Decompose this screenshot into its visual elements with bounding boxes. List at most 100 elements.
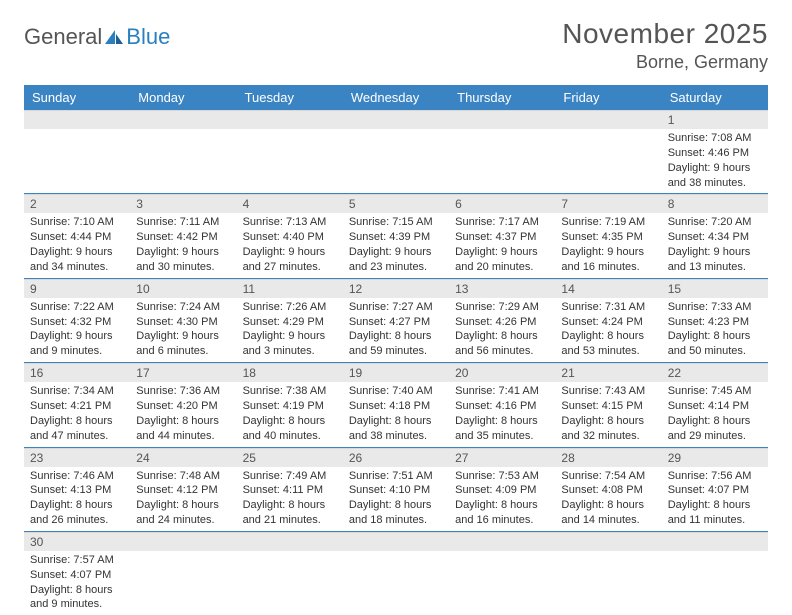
page-header: General Blue November 2025 Borne, German… — [24, 18, 768, 73]
day-number: 6 — [449, 194, 555, 213]
calendar-cell: 7Sunrise: 7:19 AMSunset: 4:35 PMDaylight… — [555, 194, 661, 278]
day-line: Daylight: 8 hours — [136, 498, 230, 513]
day-line: Sunset: 4:11 PM — [243, 483, 337, 498]
calendar-cell: 18Sunrise: 7:38 AMSunset: 4:19 PMDayligh… — [237, 363, 343, 447]
day-body: Sunrise: 7:40 AMSunset: 4:18 PMDaylight:… — [343, 382, 449, 446]
day-body: Sunrise: 7:48 AMSunset: 4:12 PMDaylight:… — [130, 467, 236, 531]
day-number: 22 — [662, 363, 768, 382]
day-line: Sunrise: 7:20 AM — [668, 215, 762, 230]
day-number — [449, 532, 555, 551]
day-line: and 34 minutes. — [30, 260, 124, 275]
day-body — [130, 551, 236, 601]
calendar-cell: 30Sunrise: 7:57 AMSunset: 4:07 PMDayligh… — [24, 531, 130, 615]
day-header: Saturday — [662, 85, 768, 110]
day-line: Sunset: 4:35 PM — [561, 230, 655, 245]
day-line: Sunset: 4:26 PM — [455, 315, 549, 330]
day-line: and 24 minutes. — [136, 513, 230, 528]
day-body: Sunrise: 7:20 AMSunset: 4:34 PMDaylight:… — [662, 213, 768, 277]
day-number: 16 — [24, 363, 130, 382]
day-line: Daylight: 8 hours — [668, 498, 762, 513]
calendar-cell — [555, 531, 661, 615]
day-line: Sunrise: 7:43 AM — [561, 384, 655, 399]
calendar-cell: 16Sunrise: 7:34 AMSunset: 4:21 PMDayligh… — [24, 363, 130, 447]
logo-sail-icon — [103, 28, 125, 46]
day-number: 15 — [662, 279, 768, 298]
day-line: Sunrise: 7:15 AM — [349, 215, 443, 230]
day-line: Sunrise: 7:48 AM — [136, 469, 230, 484]
day-line: Sunrise: 7:10 AM — [30, 215, 124, 230]
day-line: Daylight: 8 hours — [561, 329, 655, 344]
day-line: Daylight: 9 hours — [136, 245, 230, 260]
calendar-cell: 21Sunrise: 7:43 AMSunset: 4:15 PMDayligh… — [555, 363, 661, 447]
day-number — [130, 110, 236, 129]
day-line: Daylight: 8 hours — [668, 414, 762, 429]
day-number: 4 — [237, 194, 343, 213]
day-line: Sunrise: 7:51 AM — [349, 469, 443, 484]
calendar-cell: 19Sunrise: 7:40 AMSunset: 4:18 PMDayligh… — [343, 363, 449, 447]
day-line: and 26 minutes. — [30, 513, 124, 528]
day-line: Daylight: 8 hours — [455, 498, 549, 513]
day-line: and 35 minutes. — [455, 429, 549, 444]
day-line: Sunset: 4:14 PM — [668, 399, 762, 414]
calendar-cell: 24Sunrise: 7:48 AMSunset: 4:12 PMDayligh… — [130, 447, 236, 531]
day-line: and 11 minutes. — [668, 513, 762, 528]
day-number: 10 — [130, 279, 236, 298]
day-line: Sunrise: 7:33 AM — [668, 300, 762, 315]
day-line: Sunset: 4:40 PM — [243, 230, 337, 245]
day-number — [24, 110, 130, 129]
calendar-cell: 20Sunrise: 7:41 AMSunset: 4:16 PMDayligh… — [449, 363, 555, 447]
day-body: Sunrise: 7:41 AMSunset: 4:16 PMDaylight:… — [449, 382, 555, 446]
day-line: Sunset: 4:39 PM — [349, 230, 443, 245]
day-number: 13 — [449, 279, 555, 298]
day-number: 27 — [449, 448, 555, 467]
day-body: Sunrise: 7:51 AMSunset: 4:10 PMDaylight:… — [343, 467, 449, 531]
day-body — [343, 551, 449, 601]
day-number: 28 — [555, 448, 661, 467]
day-line: Daylight: 8 hours — [243, 414, 337, 429]
day-line: and 40 minutes. — [243, 429, 337, 444]
day-body — [555, 551, 661, 601]
month-title: November 2025 — [562, 18, 768, 50]
day-line: Sunset: 4:46 PM — [668, 146, 762, 161]
day-line: and 23 minutes. — [349, 260, 443, 275]
calendar-cell: 12Sunrise: 7:27 AMSunset: 4:27 PMDayligh… — [343, 278, 449, 362]
day-line: and 6 minutes. — [136, 344, 230, 359]
day-line: Sunrise: 7:13 AM — [243, 215, 337, 230]
calendar-week-row: 23Sunrise: 7:46 AMSunset: 4:13 PMDayligh… — [24, 447, 768, 531]
day-header: Sunday — [24, 85, 130, 110]
day-number — [555, 532, 661, 551]
day-line: Daylight: 8 hours — [561, 498, 655, 513]
day-line: Daylight: 9 hours — [455, 245, 549, 260]
day-line: and 32 minutes. — [561, 429, 655, 444]
day-line: Daylight: 8 hours — [243, 498, 337, 513]
day-line: Sunset: 4:44 PM — [30, 230, 124, 245]
calendar-cell: 23Sunrise: 7:46 AMSunset: 4:13 PMDayligh… — [24, 447, 130, 531]
day-number: 20 — [449, 363, 555, 382]
calendar-cell: 22Sunrise: 7:45 AMSunset: 4:14 PMDayligh… — [662, 363, 768, 447]
calendar-week-row: 2Sunrise: 7:10 AMSunset: 4:44 PMDaylight… — [24, 194, 768, 278]
day-line: Sunset: 4:42 PM — [136, 230, 230, 245]
day-line: Sunrise: 7:26 AM — [243, 300, 337, 315]
day-number: 18 — [237, 363, 343, 382]
calendar-cell: 9Sunrise: 7:22 AMSunset: 4:32 PMDaylight… — [24, 278, 130, 362]
day-body: Sunrise: 7:29 AMSunset: 4:26 PMDaylight:… — [449, 298, 555, 362]
day-line: and 50 minutes. — [668, 344, 762, 359]
day-line: Sunrise: 7:19 AM — [561, 215, 655, 230]
day-body: Sunrise: 7:19 AMSunset: 4:35 PMDaylight:… — [555, 213, 661, 277]
day-line: Sunset: 4:23 PM — [668, 315, 762, 330]
day-body — [449, 551, 555, 601]
day-line: Sunrise: 7:49 AM — [243, 469, 337, 484]
day-number: 29 — [662, 448, 768, 467]
calendar-cell: 29Sunrise: 7:56 AMSunset: 4:07 PMDayligh… — [662, 447, 768, 531]
day-line: Sunrise: 7:54 AM — [561, 469, 655, 484]
calendar-cell: 28Sunrise: 7:54 AMSunset: 4:08 PMDayligh… — [555, 447, 661, 531]
day-line: Daylight: 8 hours — [136, 414, 230, 429]
calendar-cell: 2Sunrise: 7:10 AMSunset: 4:44 PMDaylight… — [24, 194, 130, 278]
day-line: Sunrise: 7:41 AM — [455, 384, 549, 399]
day-number: 26 — [343, 448, 449, 467]
day-line: Sunrise: 7:22 AM — [30, 300, 124, 315]
day-number: 30 — [24, 532, 130, 551]
day-number — [343, 532, 449, 551]
day-header-row: Sunday Monday Tuesday Wednesday Thursday… — [24, 85, 768, 110]
calendar-cell: 3Sunrise: 7:11 AMSunset: 4:42 PMDaylight… — [130, 194, 236, 278]
